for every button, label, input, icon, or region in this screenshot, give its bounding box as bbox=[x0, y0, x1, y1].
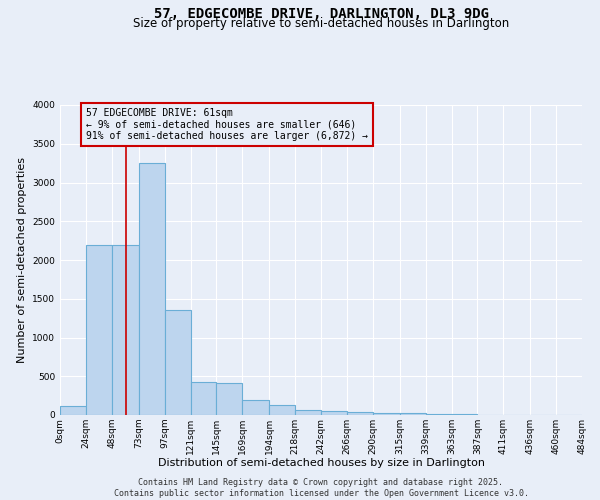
Text: 57, EDGECOMBE DRIVE, DARLINGTON, DL3 9DG: 57, EDGECOMBE DRIVE, DARLINGTON, DL3 9DG bbox=[154, 8, 488, 22]
Bar bbox=[269, 405, 295, 415]
Bar bbox=[164, 310, 191, 415]
Bar bbox=[425, 414, 452, 415]
Text: 57 EDGECOMBE DRIVE: 61sqm
← 9% of semi-detached houses are smaller (646)
91% of : 57 EDGECOMBE DRIVE: 61sqm ← 9% of semi-d… bbox=[86, 108, 368, 142]
Bar bbox=[217, 383, 242, 415]
Text: Distribution of semi-detached houses by size in Darlington: Distribution of semi-detached houses by … bbox=[157, 458, 485, 468]
Bar bbox=[242, 400, 269, 415]
Bar bbox=[60, 406, 86, 415]
Text: Size of property relative to semi-detached houses in Darlington: Size of property relative to semi-detach… bbox=[133, 18, 509, 30]
Bar bbox=[452, 414, 478, 415]
Bar bbox=[373, 413, 400, 415]
Y-axis label: Number of semi-detached properties: Number of semi-detached properties bbox=[17, 157, 26, 363]
Bar bbox=[321, 411, 347, 415]
Bar bbox=[86, 244, 112, 415]
Bar bbox=[295, 410, 321, 415]
Bar bbox=[139, 163, 164, 415]
Text: Contains HM Land Registry data © Crown copyright and database right 2025.
Contai: Contains HM Land Registry data © Crown c… bbox=[113, 478, 529, 498]
Bar bbox=[191, 382, 217, 415]
Bar bbox=[112, 244, 139, 415]
Bar bbox=[347, 412, 373, 415]
Bar bbox=[400, 414, 425, 415]
